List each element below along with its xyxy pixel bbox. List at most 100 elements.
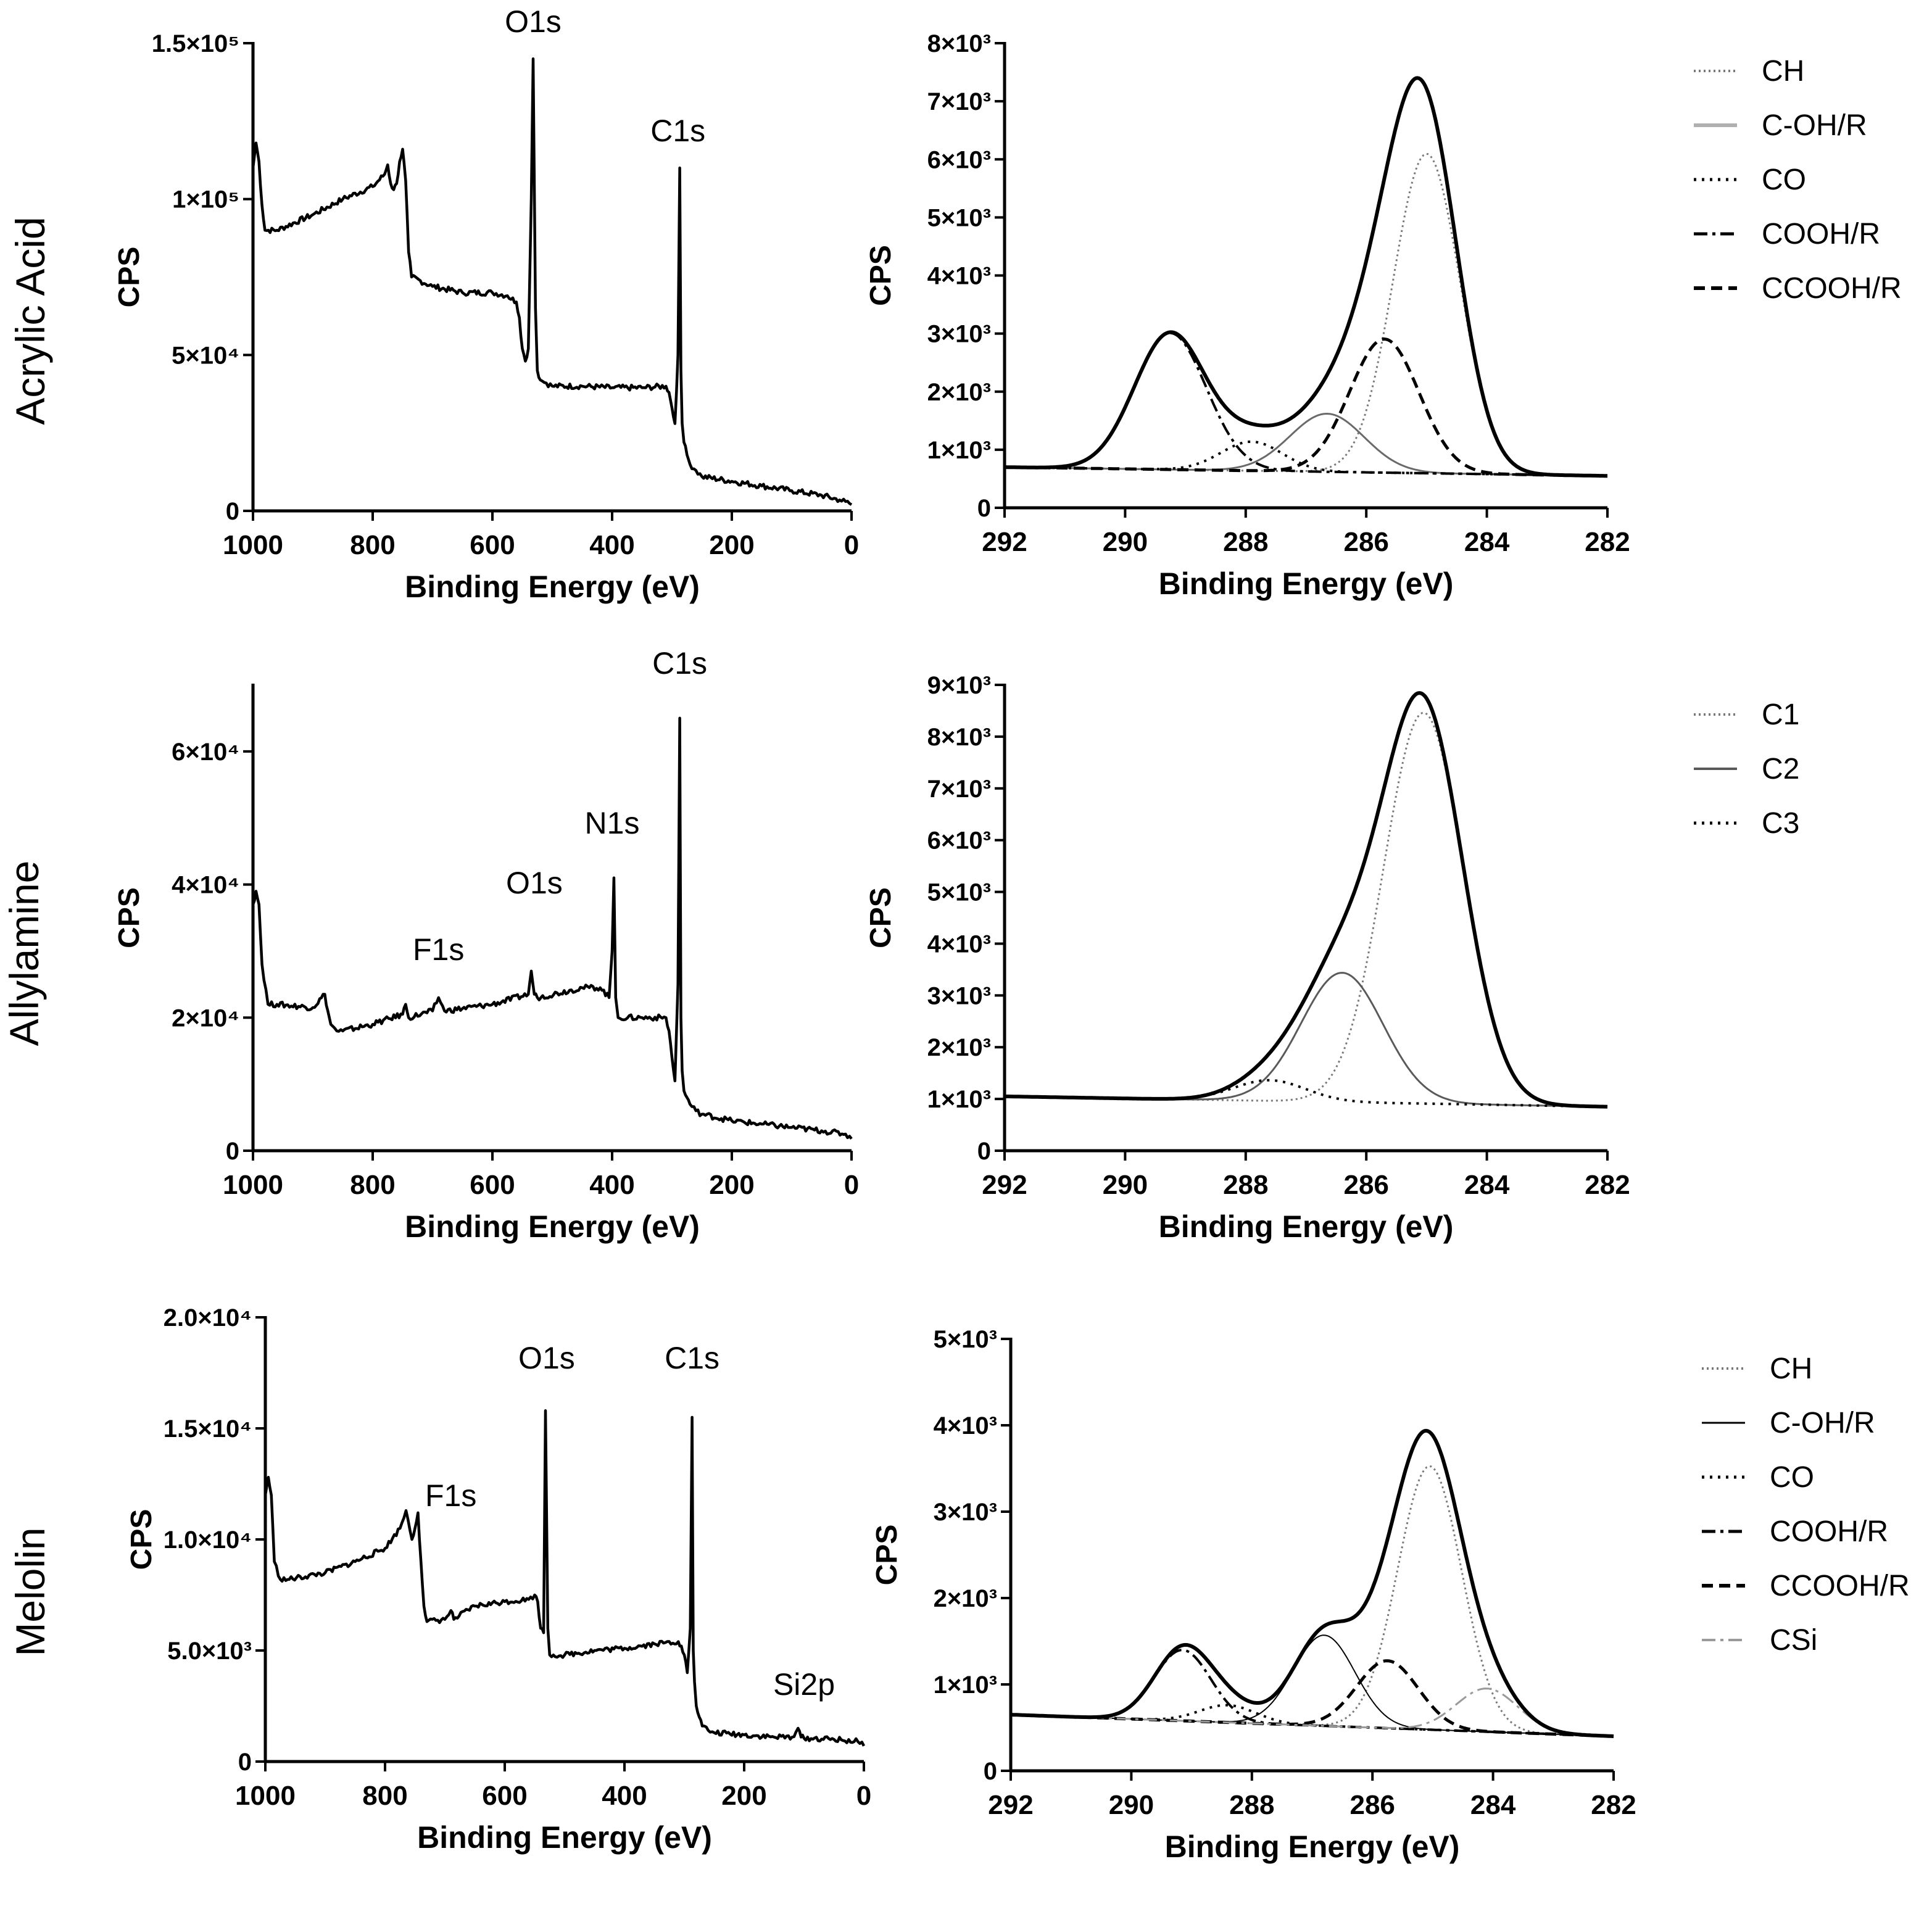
component-ccooh-r — [1005, 337, 1607, 478]
envelope-line — [1010, 1428, 1614, 1738]
component-c1 — [1004, 711, 1608, 1108]
legend-label: CSi — [1770, 1624, 1817, 1657]
survey-spectrum-line — [251, 716, 853, 1140]
y-tick-label: 0 — [226, 498, 239, 525]
y-tick-label: 2×10³ — [927, 1034, 991, 1061]
y-tick-label: 4×10³ — [927, 263, 991, 290]
x-axis-label: Binding Energy (eV) — [405, 569, 700, 604]
x-tick-label: 200 — [709, 1170, 754, 1200]
x-tick-label: 0 — [844, 1170, 859, 1200]
y-tick-label: 5×10³ — [927, 204, 991, 231]
y-tick-label: 6×10⁴ — [172, 739, 239, 766]
y-axis-label: CPS — [871, 1525, 903, 1586]
legend: C1 C2 C3 — [1694, 698, 1799, 840]
legend-label: COOH/R — [1770, 1515, 1888, 1548]
x-tick-label: 600 — [470, 1170, 515, 1200]
x-axis-label: Binding Energy (eV) — [1165, 1829, 1460, 1864]
c1s-fit-chart: 0 1×10³ 2×10³ 3×10³ 4×10³ 5×10³ 6×10³ 7×10³ 8×10… — [864, 30, 1630, 601]
y-tick-label: 1×10⁵ — [172, 186, 239, 213]
x-tick-label: 286 — [1343, 527, 1388, 557]
y-tick-label: 5×10⁴ — [172, 342, 239, 369]
x-axis-label: Binding Energy (eV) — [1159, 1209, 1454, 1244]
legend-label: CCOOH/R — [1762, 272, 1902, 305]
survey-spectrum-line — [263, 1409, 866, 1747]
c1s-fit-chart: 0 1×10³ 2×10³ 3×10³ 4×10³ 5×10³ 292 290 288 286 28… — [871, 1326, 1636, 1864]
peak-label: N1s — [585, 806, 640, 840]
component-ch — [1005, 152, 1607, 477]
x-tick-label: 200 — [721, 1781, 766, 1811]
x-tick-label: 1000 — [235, 1781, 296, 1811]
x-axis-label: Binding Energy (eV) — [417, 1820, 712, 1855]
y-tick-label: 9×10³ — [927, 672, 991, 699]
envelope-line — [1004, 691, 1608, 1109]
legend-label: CH — [1770, 1352, 1812, 1385]
y-tick-label: 5×10³ — [934, 1326, 997, 1353]
y-tick-label: 2×10³ — [927, 379, 991, 406]
y-tick-label: 8×10³ — [927, 724, 991, 751]
x-tick-label: 1000 — [223, 1170, 283, 1200]
x-tick-label: 286 — [1349, 1790, 1395, 1820]
x-tick-label: 600 — [470, 530, 515, 560]
legend: CH C-OH/R CO COOH/R CCOOH/R — [1694, 55, 1902, 305]
y-tick-label: 5×10³ — [927, 879, 991, 906]
legend-label: COOH/R — [1762, 218, 1880, 251]
peak-label: F1s — [425, 1478, 476, 1513]
y-tick-label: 3×10³ — [927, 982, 991, 1009]
x-tick-label: 0 — [856, 1781, 871, 1811]
y-tick-label: 4×10⁴ — [172, 872, 239, 899]
y-tick-label: 5.0×10³ — [167, 1638, 252, 1665]
survey-chart: 0 2×10⁴ 4×10⁴ 6×10⁴ 1000 800 600 400 200 0 Binding… — [113, 646, 859, 1244]
legend-label: C-OH/R — [1770, 1407, 1875, 1439]
x-tick-label: 284 — [1464, 1170, 1510, 1200]
x-tick-label: 286 — [1343, 1170, 1388, 1200]
legend-label: C2 — [1762, 753, 1799, 785]
y-tick-label: 1.5×10⁴ — [164, 1415, 252, 1443]
x-tick-label: 290 — [1103, 527, 1148, 557]
row-label: Acrylic Acid — [7, 217, 53, 425]
y-tick-label: 7×10³ — [927, 88, 991, 115]
y-tick-label: 2×10⁴ — [172, 1004, 239, 1032]
y-tick-label: 0 — [984, 1758, 997, 1785]
y-axis-label: CPS — [864, 887, 897, 948]
x-tick-label: 400 — [602, 1781, 647, 1811]
y-tick-label: 1.0×10⁴ — [164, 1526, 252, 1554]
envelope-line — [1005, 76, 1607, 478]
row-label: Allylamine — [1, 861, 47, 1046]
survey-spectrum-line — [251, 57, 853, 506]
x-tick-label: 284 — [1464, 527, 1510, 557]
peak-label: C1s — [665, 1341, 719, 1375]
component-csi — [1010, 1688, 1614, 1737]
x-tick-label: 292 — [982, 1170, 1027, 1200]
y-axis-label: CPS — [125, 1509, 158, 1570]
y-tick-label: 2×10³ — [934, 1585, 997, 1612]
x-tick-label: 282 — [1585, 527, 1630, 557]
x-tick-label: 288 — [1223, 1170, 1268, 1200]
legend-label: CH — [1762, 55, 1804, 88]
x-tick-label: 282 — [1585, 1170, 1630, 1200]
y-axis-label: CPS — [864, 245, 897, 306]
x-tick-label: 282 — [1591, 1790, 1636, 1820]
legend: CH C-OH/R CO COOH/R CCOOH/R CSi — [1702, 1352, 1910, 1657]
x-axis-label: Binding Energy (eV) — [405, 1209, 700, 1244]
x-tick-label: 600 — [482, 1781, 527, 1811]
y-tick-label: 8×10³ — [927, 30, 991, 57]
component-c3 — [1004, 1079, 1607, 1108]
y-tick-label: 1×10³ — [934, 1671, 997, 1699]
c1s-fit-chart: 0 1×10³ 2×10³ 3×10³ 4×10³ 5×10³ 6×10³ 7×10³ 8×10… — [864, 672, 1630, 1244]
x-tick-label: 290 — [1109, 1790, 1154, 1820]
x-tick-label: 200 — [709, 530, 754, 560]
y-tick-label: 4×10³ — [934, 1412, 997, 1439]
row-label: Melolin — [7, 1527, 53, 1656]
x-tick-label: 288 — [1229, 1790, 1274, 1820]
x-tick-label: 292 — [988, 1790, 1033, 1820]
component-ccooh-r — [1010, 1659, 1614, 1738]
legend-label: CO — [1762, 164, 1806, 196]
y-tick-label: 7×10³ — [927, 776, 991, 803]
peak-label: C1s — [652, 646, 707, 681]
survey-chart: 0 5×10⁴ 1×10⁵ 1.5×10⁵ 1000 800 600 400 200 0 Bindi… — [113, 4, 859, 604]
y-tick-label: 2.0×10⁴ — [164, 1304, 252, 1332]
y-axis-label: CPS — [113, 887, 146, 948]
y-tick-label: 6×10³ — [927, 827, 991, 855]
y-tick-label: 1.5×10⁵ — [152, 30, 239, 57]
